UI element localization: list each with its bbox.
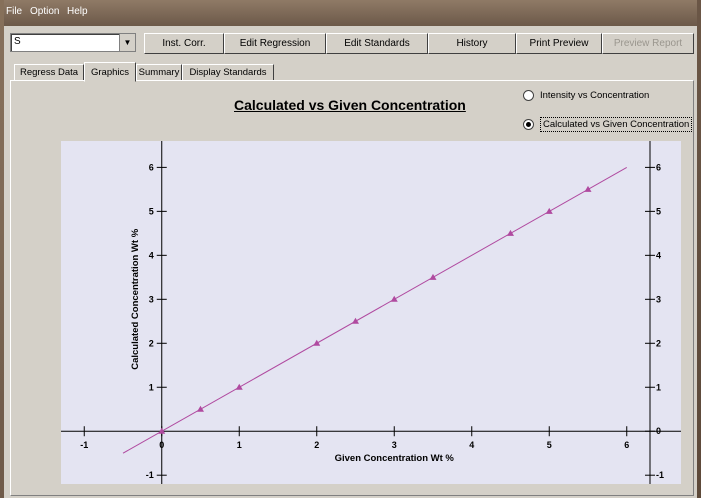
menu-bar: File Option Help xyxy=(4,0,697,26)
y-right-tick-label: 6 xyxy=(656,162,661,172)
y-right-tick-label: -1 xyxy=(656,470,664,480)
y-tick-label: 5 xyxy=(149,206,154,216)
data-point-marker xyxy=(313,339,321,346)
menu-help[interactable]: Help xyxy=(67,6,88,17)
y-tick-label: 4 xyxy=(149,250,154,260)
data-point-marker xyxy=(390,295,398,302)
x-tick-label: 0 xyxy=(159,440,164,450)
radio-intensity-vs-concentration[interactable]: Intensity vs Concentration xyxy=(523,90,649,101)
x-tick-label: 3 xyxy=(392,440,397,450)
x-tick-label: 6 xyxy=(624,440,629,450)
chart-title: Calculated vs Given Concentration xyxy=(234,97,466,113)
toolbar: S ▼ Inst. Corr. Edit Regression Edit Sta… xyxy=(4,31,697,55)
concentration-plot: -1 0 1 2 3 4 5 6 -1 -1 0 1 1 2 2 3 3 4 4 5 5 6 6 Given Concentr… xyxy=(61,141,681,484)
menu-option[interactable]: Option xyxy=(30,6,60,17)
data-point-marker xyxy=(197,405,204,412)
y-tick-label: 1 xyxy=(149,382,154,392)
y-tick-label: 3 xyxy=(149,294,154,304)
element-select[interactable]: S ▼ xyxy=(10,33,136,52)
x-tick-label: 2 xyxy=(314,440,319,450)
print-preview-button[interactable]: Print Preview xyxy=(516,33,602,54)
history-button[interactable]: History xyxy=(428,33,516,54)
y-right-tick-label: 1 xyxy=(656,382,661,392)
y-right-tick-label: 0 xyxy=(656,426,661,436)
y-right-tick-label: 4 xyxy=(656,250,661,260)
y-right-tick-label: 3 xyxy=(656,294,661,304)
tab-graphics[interactable]: Graphics xyxy=(84,62,136,82)
y-right-tick-label: 5 xyxy=(656,206,661,216)
tab-display-standards[interactable]: Display Standards xyxy=(182,64,274,81)
radio-button-icon[interactable] xyxy=(523,90,534,101)
chevron-down-icon[interactable]: ▼ xyxy=(119,34,135,51)
x-axis-label: Given Concentration Wt % xyxy=(335,453,455,464)
x-tick-label: 5 xyxy=(547,440,552,450)
edit-standards-button[interactable]: Edit Standards xyxy=(326,33,428,54)
preview-report-button[interactable]: Preview Report xyxy=(602,33,694,54)
y-tick-label: 2 xyxy=(149,338,154,348)
y-tick-label: -1 xyxy=(146,470,154,480)
radio-calculated-vs-given[interactable]: Calculated vs Given Concentration xyxy=(523,117,693,132)
element-select-value: S xyxy=(14,36,21,47)
x-tick-label: 4 xyxy=(469,440,474,450)
inst-corr-button[interactable]: Inst. Corr. xyxy=(144,33,224,54)
radio-intensity-label: Intensity vs Concentration xyxy=(540,90,650,101)
data-point-marker xyxy=(235,383,243,390)
data-point-marker xyxy=(158,427,166,434)
data-point-marker xyxy=(584,185,592,192)
tab-regress-data[interactable]: Regress Data xyxy=(14,64,84,81)
edit-regression-button[interactable]: Edit Regression xyxy=(224,33,326,54)
tab-summary[interactable]: Summary xyxy=(136,64,182,81)
data-point-marker xyxy=(429,273,437,280)
regression-line xyxy=(122,166,627,454)
y-right-tick-label: 2 xyxy=(656,338,661,348)
application-window: File Option Help S ▼ Inst. Corr. Edit Re… xyxy=(4,0,697,498)
x-tick-label: 1 xyxy=(237,440,242,450)
y-axis-label: Calculated Concentration Wt % xyxy=(130,228,141,369)
radio-calculated-label: Calculated vs Given Concentration xyxy=(540,117,693,132)
y-tick-label: 6 xyxy=(149,162,154,172)
menu-file[interactable]: File xyxy=(6,6,23,17)
x-tick-label: -1 xyxy=(80,440,88,450)
data-point-marker xyxy=(507,229,514,236)
radio-button-selected-icon[interactable] xyxy=(523,119,534,130)
data-point-marker xyxy=(352,317,359,324)
data-point-marker xyxy=(545,207,553,214)
